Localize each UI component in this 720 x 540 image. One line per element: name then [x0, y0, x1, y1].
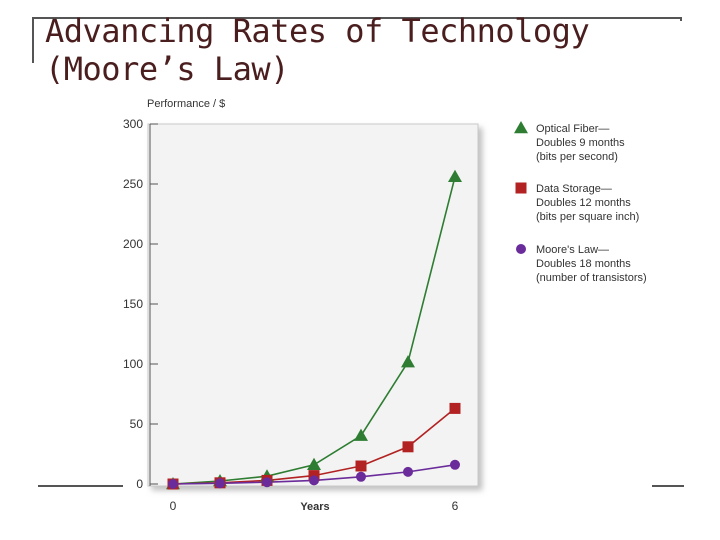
data-point-circle — [450, 459, 460, 470]
data-point-triangle — [448, 169, 462, 183]
data-point-circle — [403, 466, 413, 477]
x-axis-title: Years — [300, 501, 329, 513]
y-tick-label: 0 — [136, 477, 143, 491]
legend-label: (bits per second) — [536, 151, 618, 163]
legend-label: Doubles 9 months — [536, 137, 625, 149]
legend-label: (number of transistors) — [536, 272, 647, 284]
data-point-triangle — [307, 457, 321, 471]
y-axis-title: Performance / $ — [147, 98, 225, 110]
data-point-circle — [215, 478, 225, 489]
data-point-triangle — [401, 355, 415, 368]
bottom-rule-right — [652, 485, 684, 487]
x-tick-label: 0 — [170, 499, 177, 513]
y-tick-label: 250 — [123, 177, 143, 191]
data-point-triangle — [354, 428, 368, 441]
legend-label: Moore's Law— — [536, 244, 609, 256]
legend-marker-circle — [516, 244, 526, 254]
legend-label: Doubles 18 months — [536, 258, 631, 270]
legend-marker-triangle — [514, 121, 528, 134]
plot-area — [147, 123, 479, 487]
y-tick-label: 100 — [123, 357, 143, 371]
data-point-circle — [356, 471, 366, 482]
y-tick-label: 150 — [123, 297, 143, 311]
bottom-rule-left — [38, 485, 123, 487]
y-tick-label: 200 — [123, 237, 143, 251]
data-point-circle — [262, 477, 272, 488]
legend-label: Doubles 12 months — [536, 197, 631, 209]
slide-title: Advancing Rates of Technology (Moore’s L… — [45, 12, 590, 88]
legend-label: Optical Fiber— — [536, 123, 609, 135]
legend-label: Data Storage— — [536, 183, 612, 195]
legend-label: (bits per square inch) — [536, 211, 639, 223]
data-point-circle — [168, 479, 178, 489]
y-tick-label: 50 — [130, 417, 144, 431]
y-tick-label: 300 — [123, 117, 143, 131]
legend-marker-square — [515, 182, 527, 194]
data-point-square — [449, 402, 461, 414]
title-frame-right-rule — [680, 17, 682, 21]
data-point-square — [402, 441, 414, 453]
title-frame-left-rule — [32, 17, 34, 63]
x-tick-label: 6 — [452, 499, 459, 513]
data-point-circle — [309, 475, 319, 486]
data-point-square — [355, 460, 367, 472]
